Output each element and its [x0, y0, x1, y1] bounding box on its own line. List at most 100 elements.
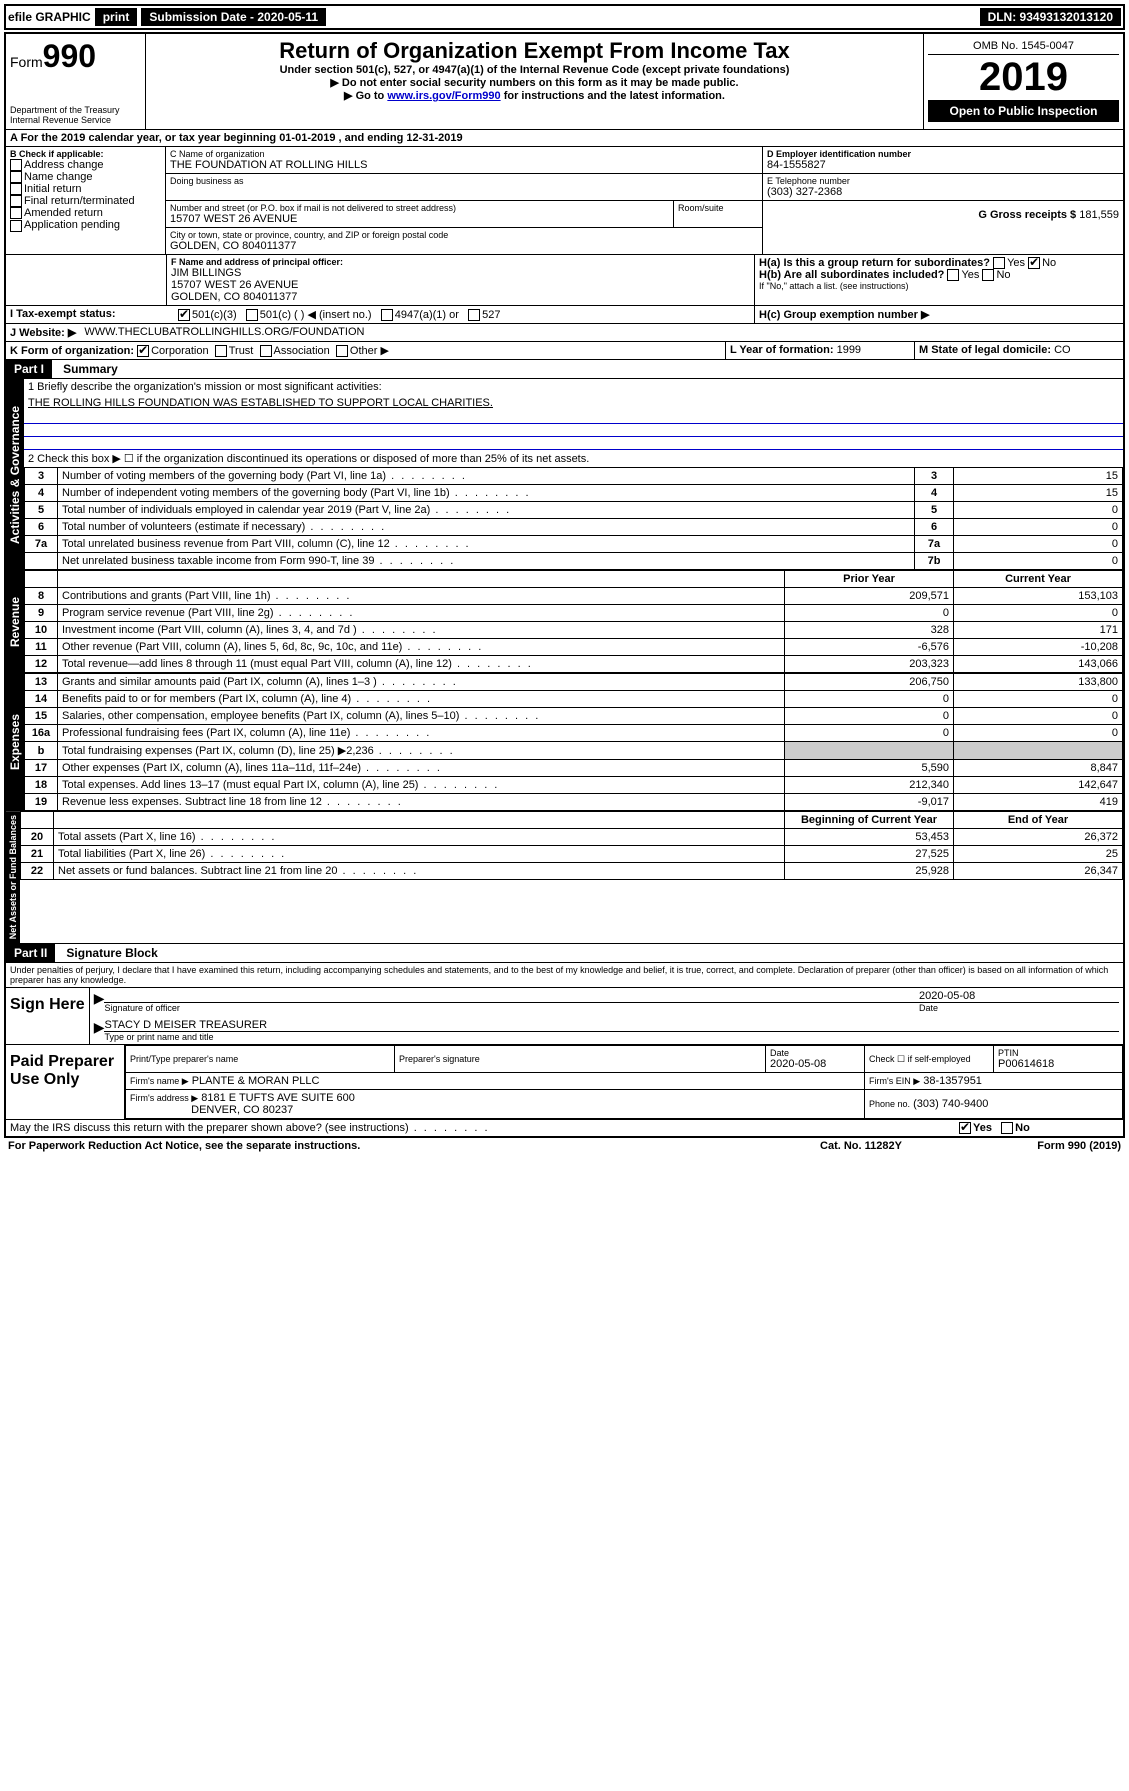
table-row: 17Other expenses (Part IX, column (A), l… — [25, 760, 1123, 777]
firm-phone: (303) 740-9400 — [913, 1098, 988, 1110]
phone-label: Phone no. — [869, 1099, 910, 1109]
check-address[interactable]: Address change — [10, 159, 161, 171]
prep-date-label: Date — [770, 1048, 860, 1058]
telephone: (303) 327-2368 — [767, 186, 1119, 198]
open-public: Open to Public Inspection — [928, 100, 1119, 122]
perjury-statement: Under penalties of perjury, I declare th… — [6, 963, 1123, 988]
city-label: City or town, state or province, country… — [170, 230, 758, 240]
check-initial[interactable]: Initial return — [10, 183, 161, 195]
table-row: Net unrelated business taxable income fr… — [25, 553, 1123, 570]
box-l: L Year of formation: 1999 — [726, 342, 915, 359]
firm-name: PLANTE & MORAN PLLC — [192, 1075, 320, 1087]
table-row: 6Total number of volunteers (estimate if… — [25, 519, 1123, 536]
check-pending[interactable]: Application pending — [10, 219, 161, 231]
ptin-label: PTIN — [998, 1048, 1118, 1058]
self-employed-check[interactable]: Check ☐ if self-employed — [865, 1046, 994, 1073]
table-row: 5Total number of individuals employed in… — [25, 502, 1123, 519]
check-name[interactable]: Name change — [10, 171, 161, 183]
vtab-net: Net Assets or Fund Balances — [6, 811, 20, 943]
tax-year: 2019 — [928, 55, 1119, 100]
box-c-name-label: C Name of organization — [170, 149, 758, 159]
firm-addr-label: Firm's address ▶ — [130, 1093, 198, 1103]
table-row: 18Total expenses. Add lines 13–17 (must … — [25, 777, 1123, 794]
table-row: 15Salaries, other compensation, employee… — [25, 708, 1123, 725]
form-number: Form990 — [10, 38, 141, 75]
form-foot: Form 990 (2019) — [961, 1140, 1121, 1152]
h-a: H(a) Is this a group return for subordin… — [759, 257, 1119, 269]
subtitle-2: ▶ Do not enter social security numbers o… — [150, 76, 919, 89]
ein: 84-1555827 — [767, 159, 1119, 171]
firm-addr1: 8181 E TUFTS AVE SUITE 600 — [201, 1092, 355, 1104]
officer-name: JIM BILLINGS — [171, 267, 750, 279]
part1-header: Part I — [6, 360, 52, 378]
irs-link[interactable]: www.irs.gov/Form990 — [387, 90, 500, 102]
footer: For Paperwork Reduction Act Notice, see … — [4, 1138, 1125, 1154]
table-row: 14Benefits paid to or for members (Part … — [25, 691, 1123, 708]
print-button[interactable]: print — [95, 8, 138, 26]
city-state-zip: GOLDEN, CO 804011377 — [170, 240, 758, 252]
room-label: Room/suite — [678, 203, 758, 213]
street-address: 15707 WEST 26 AVENUE — [170, 213, 669, 225]
box-k: K Form of organization: Corporation Trus… — [6, 342, 726, 359]
sig-date: 2020-05-08 — [919, 990, 1119, 1002]
tax-exempt-status: 501(c)(3) 501(c) ( ) ◀ (insert no.) 4947… — [174, 306, 755, 323]
prep-date: 2020-05-08 — [770, 1058, 860, 1070]
form-title: Return of Organization Exempt From Incom… — [150, 38, 919, 64]
q1: 1 Briefly describe the organization's mi… — [24, 379, 1123, 395]
table-row: 21Total liabilities (Part X, line 26)27,… — [21, 846, 1123, 863]
firm-ein: 38-1357951 — [923, 1075, 982, 1087]
discuss-answer[interactable]: Yes No — [959, 1122, 1119, 1134]
prep-name-label: Print/Type preparer's name — [130, 1054, 390, 1064]
vtab-expenses: Expenses — [6, 673, 24, 811]
dba-label: Doing business as — [170, 176, 758, 186]
revenue-table: Prior YearCurrent Year 8Contributions an… — [24, 570, 1123, 673]
table-row: 12Total revenue—add lines 8 through 11 (… — [25, 656, 1123, 673]
expenses-table: 13Grants and similar amounts paid (Part … — [24, 673, 1123, 811]
officer-printed-name: STACY D MEISER TREASURER — [104, 1019, 1119, 1032]
dln: DLN: 93493132013120 — [980, 8, 1121, 26]
check-amended[interactable]: Amended return — [10, 207, 161, 219]
org-name: THE FOUNDATION AT ROLLING HILLS — [170, 159, 758, 171]
table-row: 13Grants and similar amounts paid (Part … — [25, 674, 1123, 691]
box-i-label: I Tax-exempt status: — [6, 306, 174, 323]
h-c: H(c) Group exemption number ▶ — [755, 306, 1123, 323]
cat-no: Cat. No. 11282Y — [761, 1140, 961, 1152]
submission-date: Submission Date - 2020-05-11 — [141, 8, 326, 26]
h-b-note: If "No," attach a list. (see instruction… — [759, 281, 1119, 291]
officer-addr1: 15707 WEST 26 AVENUE — [171, 279, 750, 291]
table-row: 16aProfessional fundraising fees (Part I… — [25, 725, 1123, 742]
subtitle-3: ▶ Go to www.irs.gov/Form990 for instruct… — [150, 89, 919, 102]
box-g-label: G Gross receipts $ — [978, 209, 1076, 221]
table-row: 7aTotal unrelated business revenue from … — [25, 536, 1123, 553]
paid-preparer-label: Paid Preparer Use Only — [6, 1045, 125, 1119]
table-row: 8Contributions and grants (Part VIII, li… — [25, 588, 1123, 605]
box-e-label: E Telephone number — [767, 176, 1119, 186]
table-row: 22Net assets or fund balances. Subtract … — [21, 863, 1123, 880]
box-f-label: F Name and address of principal officer: — [171, 257, 750, 267]
sig-officer-label: Signature of officer — [104, 1003, 919, 1013]
box-d-label: D Employer identification number — [767, 149, 1119, 159]
sign-here-block: Sign Here ▶ 2020-05-08 Signature of offi… — [6, 988, 1123, 1045]
check-final[interactable]: Final return/terminated — [10, 195, 161, 207]
part1-body: Activities & Governance 1 Briefly descri… — [6, 379, 1123, 570]
type-name-label: Type or print name and title — [104, 1032, 1119, 1042]
officer-group-row: F Name and address of principal officer:… — [6, 255, 1123, 306]
form-body: Form990 Department of the Treasury Inter… — [4, 32, 1125, 1138]
table-row: bTotal fundraising expenses (Part IX, co… — [25, 742, 1123, 760]
box-j-label: J Website: ▶ — [6, 324, 80, 341]
vtab-governance: Activities & Governance — [6, 379, 24, 570]
officer-addr2: GOLDEN, CO 804011377 — [171, 291, 750, 303]
entity-info: B Check if applicable: Address change Na… — [6, 147, 1123, 255]
table-row: 20Total assets (Part X, line 16)53,45326… — [21, 829, 1123, 846]
omb-number: OMB No. 1545-0047 — [928, 38, 1119, 55]
q2: 2 Check this box ▶ ☐ if the organization… — [24, 450, 1123, 467]
table-row: 11Other revenue (Part VIII, column (A), … — [25, 639, 1123, 656]
discuss-question: May the IRS discuss this return with the… — [10, 1122, 959, 1134]
form-header: Form990 Department of the Treasury Inter… — [6, 34, 1123, 130]
box-b-label: B Check if applicable: — [10, 149, 161, 159]
part2-header: Part II — [6, 944, 55, 962]
website: WWW.THECLUBATROLLINGHILLS.ORG/FOUNDATION — [80, 324, 1123, 341]
h-b: H(b) Are all subordinates included? Yes … — [759, 269, 1119, 281]
net-table: Beginning of Current YearEnd of Year 20T… — [20, 811, 1123, 880]
firm-addr2: DENVER, CO 80237 — [191, 1104, 293, 1116]
